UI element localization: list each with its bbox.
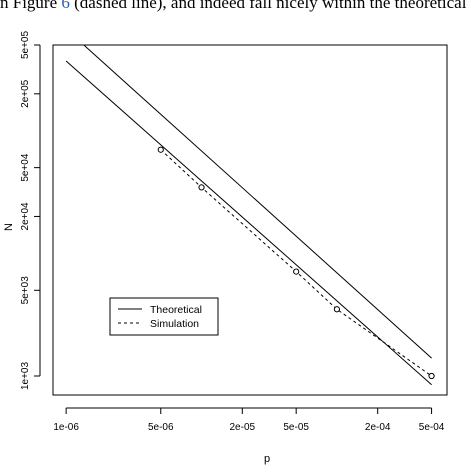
figure-reference-link[interactable]: 6 <box>61 0 70 12</box>
simulation-point-marker <box>428 372 435 380</box>
y-tick-label: 5e+04 <box>20 153 31 182</box>
x-tick-label: 5e-04 <box>419 422 445 433</box>
x-tick-label: 5e-06 <box>148 422 174 433</box>
y-tick-label: 2e+04 <box>20 202 31 231</box>
plot-frame <box>52 44 448 396</box>
caption-text-line: n Figure 6 (dashed line), and indeed fal… <box>0 0 474 13</box>
theoretical-lower-bound-line <box>65 60 432 386</box>
y-tick-label: 5e+05 <box>20 31 31 60</box>
x-tick-label: 1e-06 <box>53 422 79 433</box>
y-tick-label: 2e+05 <box>20 79 31 108</box>
y-axis-title: N <box>3 223 15 231</box>
caption-text-after: (dashed line), and indeed fall nicely wi… <box>69 0 467 12</box>
simulation-point-marker <box>333 306 341 313</box>
x-tick-label: 5e-05 <box>283 422 309 433</box>
y-tick-label: 5e+03 <box>20 276 31 305</box>
x-tick-label: 2e-04 <box>365 422 391 433</box>
simulation-series-line <box>160 149 432 377</box>
legend-box <box>109 297 219 336</box>
simulation-point-marker <box>198 184 205 191</box>
y-tick-label: 1e+03 <box>20 362 31 391</box>
legend-label: Simulation <box>150 318 199 330</box>
theoretical-upper-bound-line <box>83 44 432 359</box>
simulation-point-marker <box>293 268 300 275</box>
caption-text-before: n Figure <box>0 0 62 12</box>
x-axis-title: p <box>264 453 270 465</box>
legend-label: Theoretical <box>150 304 202 316</box>
simulation-point-marker <box>157 146 164 153</box>
x-tick-label: 2e-05 <box>229 422 255 433</box>
